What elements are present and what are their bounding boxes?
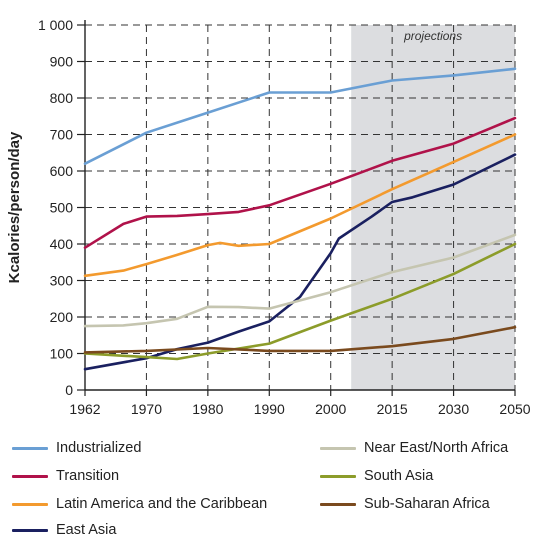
legend-label: Sub-Saharan Africa <box>364 496 490 512</box>
y-tick-label: 700 <box>50 127 74 143</box>
y-tick-label: 1 000 <box>38 17 73 33</box>
legend-label: Near East/North Africa <box>364 440 509 456</box>
x-tick-label: 1962 <box>69 401 100 417</box>
legend-item-transition: Transition <box>12 466 119 486</box>
projection-label: projections <box>403 29 462 43</box>
legend-swatch <box>320 502 356 506</box>
x-tick-label: 1980 <box>192 401 223 417</box>
y-tick-label: 200 <box>50 309 74 325</box>
y-tick-label: 800 <box>50 90 74 106</box>
series-line-south-asia <box>83 242 517 361</box>
chart-legend: Industrialized Transition Latin America an… <box>0 432 549 548</box>
legend-swatch <box>12 474 48 478</box>
legend-item-latin-america-and-the-caribbean: Latin America and the Caribbean <box>12 494 267 514</box>
series-line-latin-america-and-the-caribbean <box>83 133 517 278</box>
x-tick-label: 2015 <box>377 401 408 417</box>
legend-swatch <box>320 474 356 478</box>
legend-label: Transition <box>56 468 120 484</box>
x-tick-label: 1990 <box>254 401 285 417</box>
legend-swatch <box>12 446 48 450</box>
y-tick-label: 300 <box>50 273 74 289</box>
legend-item-sub-saharan-africa: Sub-Saharan Africa <box>320 494 490 514</box>
series-line-transition <box>83 116 517 249</box>
x-tick-label: 1970 <box>131 401 162 417</box>
y-tick-label: 900 <box>50 54 74 70</box>
x-tick-label: 2000 <box>315 401 346 417</box>
x-tick-label: 2030 <box>438 401 469 417</box>
legend-swatch <box>12 528 48 532</box>
legend-label: East Asia <box>56 522 117 538</box>
legend-item-east-asia: East Asia <box>12 520 116 540</box>
y-tick-label: 600 <box>50 163 74 179</box>
legend-swatch <box>320 446 356 450</box>
y-tick-label: 400 <box>50 236 74 252</box>
legend-swatch <box>12 502 48 506</box>
x-tick-label: 2050 <box>499 401 530 417</box>
legend-label: Industrialized <box>56 440 142 456</box>
legend-label: Latin America and the Caribbean <box>56 496 268 512</box>
series-line-industrialized <box>83 67 517 165</box>
y-axis-label: Kcalories/person/day <box>6 131 23 283</box>
legend-item-industrialized: Industrialized <box>12 438 141 458</box>
line-chart: projections 0 100 200 300 400 500 600 700 800 900… <box>6 17 531 417</box>
y-tick-label: 500 <box>50 200 74 216</box>
legend-item-south-asia: South Asia <box>320 466 433 486</box>
series-line-sub-saharan-africa <box>83 325 517 354</box>
legend-label: South Asia <box>364 468 434 484</box>
series-line-near-east-north-africa <box>83 233 517 328</box>
legend-item-near-east-north-africa: Near East/North Africa <box>320 438 508 458</box>
y-tick-label: 0 <box>65 382 73 398</box>
y-tick-label: 100 <box>50 346 74 362</box>
